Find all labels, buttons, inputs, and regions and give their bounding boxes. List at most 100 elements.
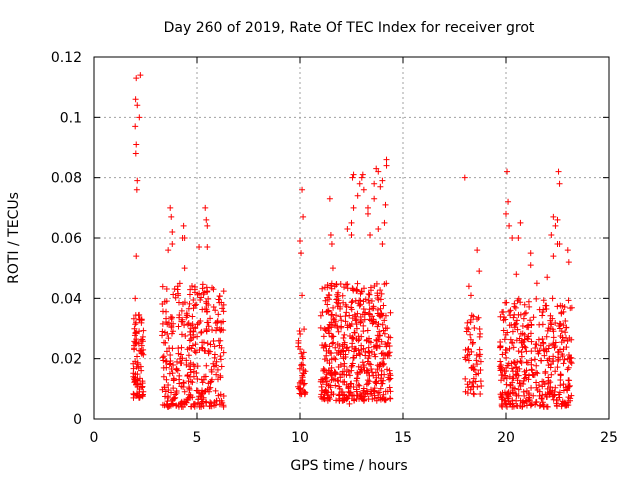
data-point bbox=[523, 359, 530, 366]
data-point bbox=[180, 222, 187, 229]
data-point bbox=[527, 250, 534, 257]
data-point bbox=[366, 299, 373, 306]
data-point bbox=[215, 392, 222, 399]
data-point bbox=[560, 360, 567, 367]
data-point bbox=[510, 375, 517, 382]
data-point bbox=[498, 372, 505, 379]
data-point bbox=[560, 322, 567, 329]
data-point bbox=[365, 396, 372, 403]
data-point bbox=[132, 96, 139, 103]
data-point bbox=[323, 352, 330, 359]
data-point bbox=[297, 385, 304, 392]
data-point bbox=[526, 396, 533, 403]
data-point bbox=[324, 378, 331, 385]
data-point bbox=[297, 346, 304, 353]
data-point bbox=[556, 241, 563, 248]
data-point bbox=[499, 389, 506, 396]
data-point bbox=[520, 338, 527, 345]
data-point bbox=[296, 365, 303, 372]
data-point bbox=[387, 395, 394, 402]
data-point bbox=[180, 384, 187, 391]
data-point bbox=[550, 340, 557, 347]
x-tick-label: 20 bbox=[497, 430, 515, 446]
data-point bbox=[382, 201, 389, 208]
data-point bbox=[560, 381, 567, 388]
data-point bbox=[373, 336, 380, 343]
data-point bbox=[329, 311, 336, 318]
data-point bbox=[550, 253, 557, 260]
data-point bbox=[324, 308, 331, 315]
data-point bbox=[466, 351, 473, 358]
data-point bbox=[351, 329, 358, 336]
data-point bbox=[210, 304, 217, 311]
data-point bbox=[181, 235, 188, 241]
data-point bbox=[328, 333, 335, 340]
data-point bbox=[133, 75, 140, 82]
data-point bbox=[220, 349, 227, 356]
data-point bbox=[375, 225, 382, 232]
data-point bbox=[186, 391, 193, 398]
data-point bbox=[203, 327, 210, 334]
data-point bbox=[342, 351, 349, 358]
data-point bbox=[331, 322, 338, 329]
axis-ticks: 0 5 10 15 20 25 0 0.02 0.04 0.06 0.08 0.1 0.12 bbox=[51, 50, 618, 446]
data-point bbox=[216, 326, 223, 333]
data-point bbox=[216, 342, 223, 349]
data-point bbox=[203, 300, 210, 307]
data-point bbox=[536, 321, 543, 328]
data-point bbox=[360, 306, 367, 313]
data-point bbox=[525, 336, 532, 343]
data-point bbox=[318, 383, 325, 390]
data-point bbox=[159, 308, 166, 315]
data-point bbox=[351, 348, 358, 355]
data-point bbox=[557, 320, 564, 327]
data-point bbox=[349, 360, 356, 367]
data-point bbox=[207, 341, 214, 348]
data-point bbox=[198, 329, 205, 336]
data-point bbox=[211, 351, 218, 358]
data-point bbox=[172, 391, 179, 398]
data-point bbox=[521, 392, 528, 399]
data-point bbox=[508, 365, 515, 372]
data-point bbox=[514, 317, 521, 324]
data-point bbox=[467, 316, 474, 323]
data-point bbox=[137, 72, 144, 79]
data-point bbox=[327, 282, 334, 289]
data-point bbox=[381, 360, 388, 367]
data-point bbox=[502, 349, 509, 356]
data-point bbox=[181, 388, 188, 395]
data-point bbox=[564, 366, 571, 373]
data-point bbox=[177, 351, 184, 358]
data-point bbox=[371, 387, 378, 394]
data-point bbox=[202, 347, 209, 354]
y-tick-label: 0.02 bbox=[51, 352, 82, 368]
data-point bbox=[202, 373, 209, 380]
data-point bbox=[327, 231, 334, 238]
data-point bbox=[298, 378, 305, 385]
data-point bbox=[565, 297, 572, 304]
data-point bbox=[365, 297, 372, 304]
data-point bbox=[383, 162, 390, 169]
data-point bbox=[559, 400, 566, 407]
data-point bbox=[339, 389, 346, 396]
data-point bbox=[371, 195, 378, 202]
data-point bbox=[198, 396, 205, 403]
data-point bbox=[354, 287, 361, 294]
data-point bbox=[165, 335, 172, 342]
data-point bbox=[133, 329, 140, 336]
data-point bbox=[540, 339, 547, 346]
data-point bbox=[358, 174, 365, 181]
data-point bbox=[185, 352, 192, 359]
data-point bbox=[381, 281, 388, 288]
data-point bbox=[361, 311, 368, 318]
data-point bbox=[356, 336, 363, 343]
data-point bbox=[192, 349, 199, 356]
data-point bbox=[220, 288, 227, 295]
y-tick-label: 0.1 bbox=[60, 110, 82, 126]
data-point bbox=[550, 213, 557, 220]
data-point bbox=[343, 366, 350, 373]
data-point bbox=[500, 317, 507, 324]
data-point bbox=[562, 318, 569, 325]
data-point bbox=[170, 291, 177, 298]
data-point bbox=[470, 313, 477, 320]
